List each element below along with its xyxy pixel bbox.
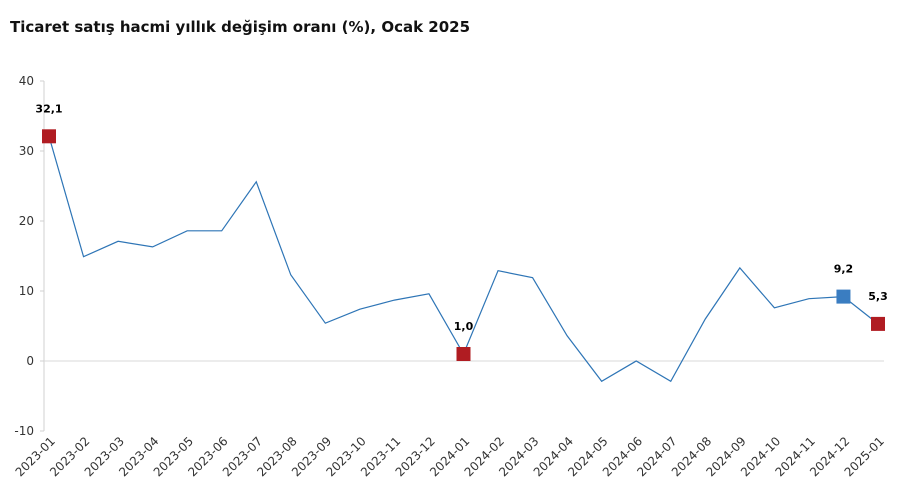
chart-title: Ticaret satış hacmi yıllık değişim oranı… bbox=[10, 18, 470, 36]
value-label: 5,3 bbox=[868, 290, 888, 303]
marker bbox=[836, 289, 851, 304]
y-tick-label: -10 bbox=[14, 424, 34, 438]
y-tick-label: 40 bbox=[19, 74, 34, 88]
y-tick-label: 10 bbox=[19, 284, 34, 298]
y-tick-label: 30 bbox=[19, 144, 34, 158]
y-tick-label: 0 bbox=[26, 354, 34, 368]
marker bbox=[871, 316, 885, 331]
value-label: 32,1 bbox=[35, 102, 62, 115]
value-label: 9,2 bbox=[834, 263, 854, 276]
marker bbox=[456, 347, 471, 361]
y-tick-label: 20 bbox=[19, 214, 34, 228]
line bbox=[48, 136, 879, 383]
marker bbox=[42, 129, 56, 144]
value-label: 1,0 bbox=[454, 320, 474, 333]
